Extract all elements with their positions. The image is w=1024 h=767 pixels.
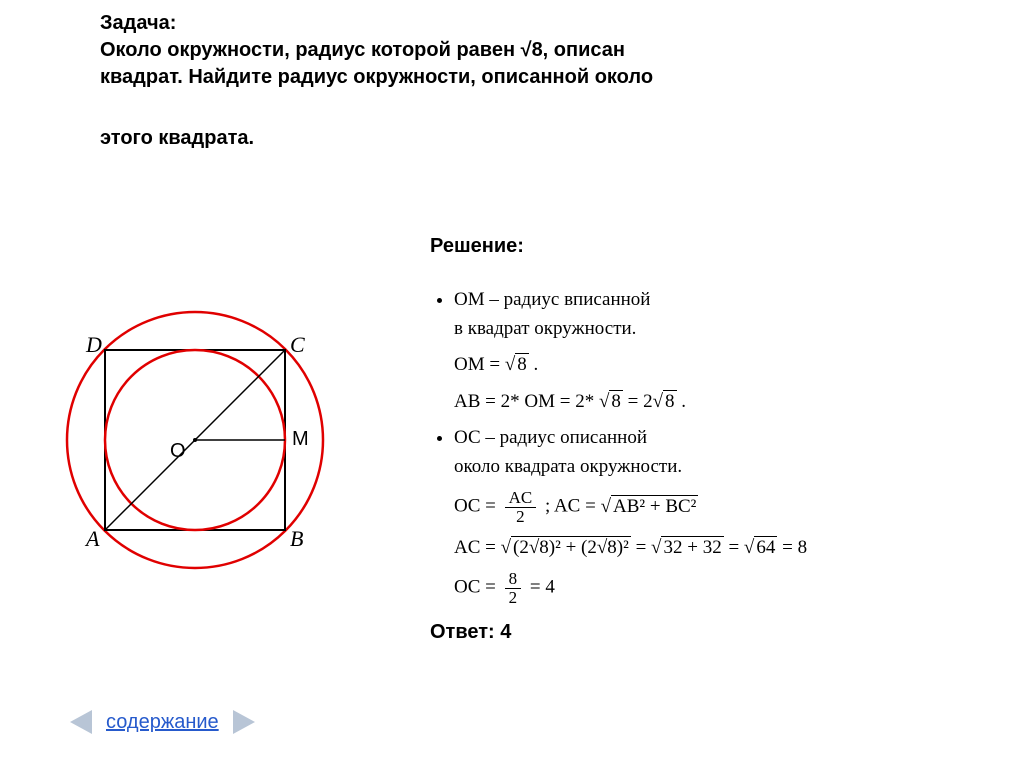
problem-block: Задача: Около окружности, радиус которой… <box>100 10 800 152</box>
label-M: М <box>292 428 309 451</box>
step1b: в квадрат окружности. <box>454 318 636 339</box>
label-B: B <box>290 526 303 552</box>
step2a: ОС – радиус описанной <box>454 427 647 448</box>
step1a: ОМ – радиус вписанной <box>454 289 650 310</box>
answer: Ответ: 4 <box>430 617 990 647</box>
label-C: C <box>290 332 305 358</box>
eq-ab: AB = 2* OM = 2* 8 = 28 . <box>454 388 990 417</box>
contents-link[interactable]: содержание <box>106 711 219 734</box>
nav-bar: содержание <box>70 710 255 734</box>
problem-line1: Около окружности, радиус которой равен √… <box>100 37 800 64</box>
center-dot <box>193 438 197 442</box>
eq-oc: OC = AC2 ; AC = AB² + BC² <box>454 489 990 526</box>
label-O: О <box>170 440 186 463</box>
step-1: ОМ – радиус вписанной в квадрат окружнос… <box>454 286 990 343</box>
eq-oc2: OC = 82 = 4 <box>454 570 990 607</box>
label-A: A <box>86 526 99 552</box>
geometry-diagram: D C A B О М <box>40 280 350 600</box>
eq-om: OM = 8 . <box>454 351 990 380</box>
problem-heading: Задача: <box>100 10 800 37</box>
step-2: ОС – радиус описанной около квадрата окр… <box>454 424 990 481</box>
problem-line2: квадрат. Найдите радиус окружности, опис… <box>100 64 800 91</box>
solution-title: Решение: <box>430 235 524 258</box>
next-arrow-icon[interactable] <box>233 710 255 734</box>
solution-body: ОМ – радиус вписанной в квадрат окружнос… <box>430 280 990 647</box>
eq-ac: AC = (2√8)² + (2√8)² = 32 + 32 = 64 = 8 <box>454 534 990 563</box>
problem-line3: этого квадрата. <box>100 125 800 152</box>
label-D: D <box>86 332 102 358</box>
prev-arrow-icon[interactable] <box>70 710 92 734</box>
step2b: около квадрата окружности. <box>454 456 682 477</box>
